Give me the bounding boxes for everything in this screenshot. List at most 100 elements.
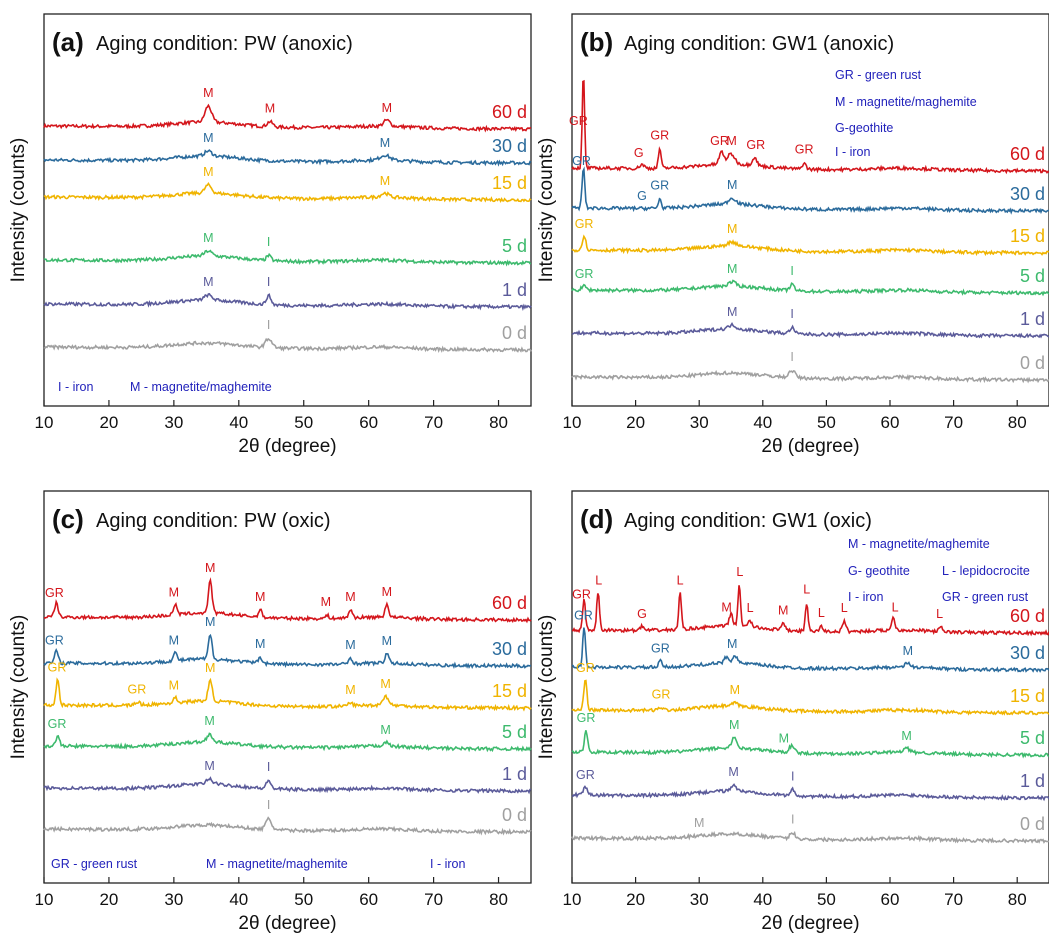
peak-annotation: M bbox=[727, 178, 737, 192]
peak-annotation: M bbox=[169, 678, 179, 692]
peak-annotation: M bbox=[169, 586, 179, 600]
legend-entry: GR - green rust bbox=[835, 68, 922, 82]
peak-annotation: GR bbox=[572, 154, 591, 168]
xrd-trace bbox=[43, 633, 531, 670]
peak-annotation: GR bbox=[48, 660, 67, 674]
peak-annotation: GR bbox=[650, 179, 669, 193]
x-tick-label: 30 bbox=[690, 413, 709, 432]
series-5d: 5 d GR M M M bbox=[571, 711, 1049, 759]
peak-annotation: M bbox=[203, 86, 213, 100]
peak-annotation: M bbox=[205, 615, 215, 629]
peak-annotation: M bbox=[169, 633, 179, 647]
peak-annotation: L bbox=[747, 601, 754, 615]
x-tick-label: 20 bbox=[626, 413, 645, 432]
peak-annotation: M bbox=[727, 222, 737, 236]
peak-annotation: GR bbox=[650, 129, 669, 143]
x-tick-label: 10 bbox=[35, 890, 54, 909]
peak-annotation: M bbox=[727, 637, 737, 651]
peak-annotation: GR bbox=[651, 642, 670, 656]
legend-entry: L - lepidocrocite bbox=[942, 564, 1030, 578]
series-label: 5 d bbox=[1020, 266, 1045, 286]
xrd-trace bbox=[571, 730, 1049, 759]
legend-entry: G-geothite bbox=[835, 121, 893, 135]
peak-annotation: M bbox=[380, 723, 390, 737]
peak-annotation: GR bbox=[710, 134, 729, 148]
panel-label: (b) bbox=[580, 27, 613, 57]
peak-annotation: M bbox=[726, 134, 736, 148]
x-tick-label: 50 bbox=[817, 413, 836, 432]
legend-entry: G- geothite bbox=[848, 564, 910, 578]
x-tick-label: 30 bbox=[164, 890, 183, 909]
series-5d: 5 d GR M I bbox=[571, 262, 1049, 297]
peak-annotation: M bbox=[205, 561, 215, 575]
panel-title: Aging condition: PW (oxic) bbox=[96, 510, 331, 532]
legend-entry: M - magnetite/maghemite bbox=[206, 857, 348, 871]
series-0d: 0 d I bbox=[43, 798, 532, 836]
series-label: 5 d bbox=[502, 722, 527, 742]
x-tick-label: 80 bbox=[489, 413, 508, 432]
peak-annotation: M bbox=[778, 604, 788, 618]
peak-annotation: M bbox=[727, 262, 737, 276]
chart-panel-d: 10 20 30 40 50 60 70 80 2θ (degree) Intensity (co… bbox=[536, 490, 1049, 934]
peak-annotation: L bbox=[892, 601, 899, 615]
peak-annotation: I bbox=[791, 812, 794, 826]
x-tick-label: 60 bbox=[881, 413, 900, 432]
x-tick-label: 10 bbox=[563, 413, 582, 432]
y-axis-label: Intensity (counts) bbox=[536, 615, 557, 760]
chart-panel-b: 10 20 30 40 50 60 70 80 2θ (degree) Intensity (co… bbox=[536, 13, 1049, 457]
peak-annotation: M bbox=[380, 174, 390, 188]
x-axis-label: 2θ (degree) bbox=[761, 913, 859, 934]
peak-annotation: L bbox=[818, 606, 825, 620]
peak-annotation: GR bbox=[574, 609, 593, 623]
x-tick-label: 40 bbox=[229, 890, 248, 909]
series-label: 30 d bbox=[492, 136, 527, 156]
peak-annotation: M bbox=[255, 590, 265, 604]
peak-annotation: M bbox=[721, 600, 731, 614]
x-tick-label: 60 bbox=[359, 413, 378, 432]
panel-title: Aging condition: PW (anoxic) bbox=[96, 33, 353, 55]
x-tick-label: 20 bbox=[626, 890, 645, 909]
peak-annotation: GR bbox=[576, 768, 595, 782]
x-tick-label: 60 bbox=[881, 890, 900, 909]
peak-annotation: L bbox=[841, 601, 848, 615]
series-0d: 0 d I bbox=[571, 350, 1049, 384]
series-label: 1 d bbox=[502, 764, 527, 784]
series-1d: 1 d GR M I bbox=[571, 765, 1049, 802]
peak-annotation: GR bbox=[572, 588, 591, 602]
series-label: 30 d bbox=[492, 639, 527, 659]
xrd-trace bbox=[43, 732, 532, 753]
xrd-trace bbox=[43, 293, 532, 311]
xrd-trace bbox=[571, 627, 1049, 673]
xrd-trace bbox=[43, 677, 532, 712]
peak-annotation: M bbox=[203, 275, 213, 289]
peak-annotation: M bbox=[382, 101, 392, 115]
peak-annotation: L bbox=[803, 583, 810, 597]
plot-frame bbox=[571, 13, 1049, 407]
series-60d: 60 d M M M bbox=[43, 86, 532, 133]
x-tick-label: 20 bbox=[99, 413, 118, 432]
legend-entry: I - iron bbox=[835, 145, 870, 159]
series-0d: 0 d I bbox=[43, 318, 532, 354]
legend-entry: GR - green rust bbox=[942, 590, 1029, 604]
x-tick-label: 40 bbox=[229, 413, 248, 432]
series-label: 60 d bbox=[1010, 606, 1045, 626]
peak-annotation: GR bbox=[795, 143, 814, 157]
xrd-trace bbox=[43, 103, 532, 133]
peak-annotation: M bbox=[903, 644, 913, 658]
legend-entry: M - magnetite/maghemite bbox=[130, 380, 272, 394]
y-axis-label: Intensity (counts) bbox=[8, 138, 29, 283]
x-tick-label: 70 bbox=[424, 890, 443, 909]
x-tick-label: 20 bbox=[99, 890, 118, 909]
legend-entry: GR - green rust bbox=[51, 857, 138, 871]
xrd-trace bbox=[571, 234, 1049, 257]
peak-annotation: I bbox=[267, 318, 270, 332]
xrd-trace bbox=[43, 249, 532, 267]
peak-annotation: G bbox=[634, 146, 644, 160]
peak-annotation: M bbox=[321, 595, 331, 609]
x-tick-label: 30 bbox=[164, 413, 183, 432]
series-15d: 15 d M M bbox=[43, 165, 532, 204]
peak-annotation: M bbox=[729, 718, 739, 732]
xrd-trace bbox=[43, 182, 532, 204]
